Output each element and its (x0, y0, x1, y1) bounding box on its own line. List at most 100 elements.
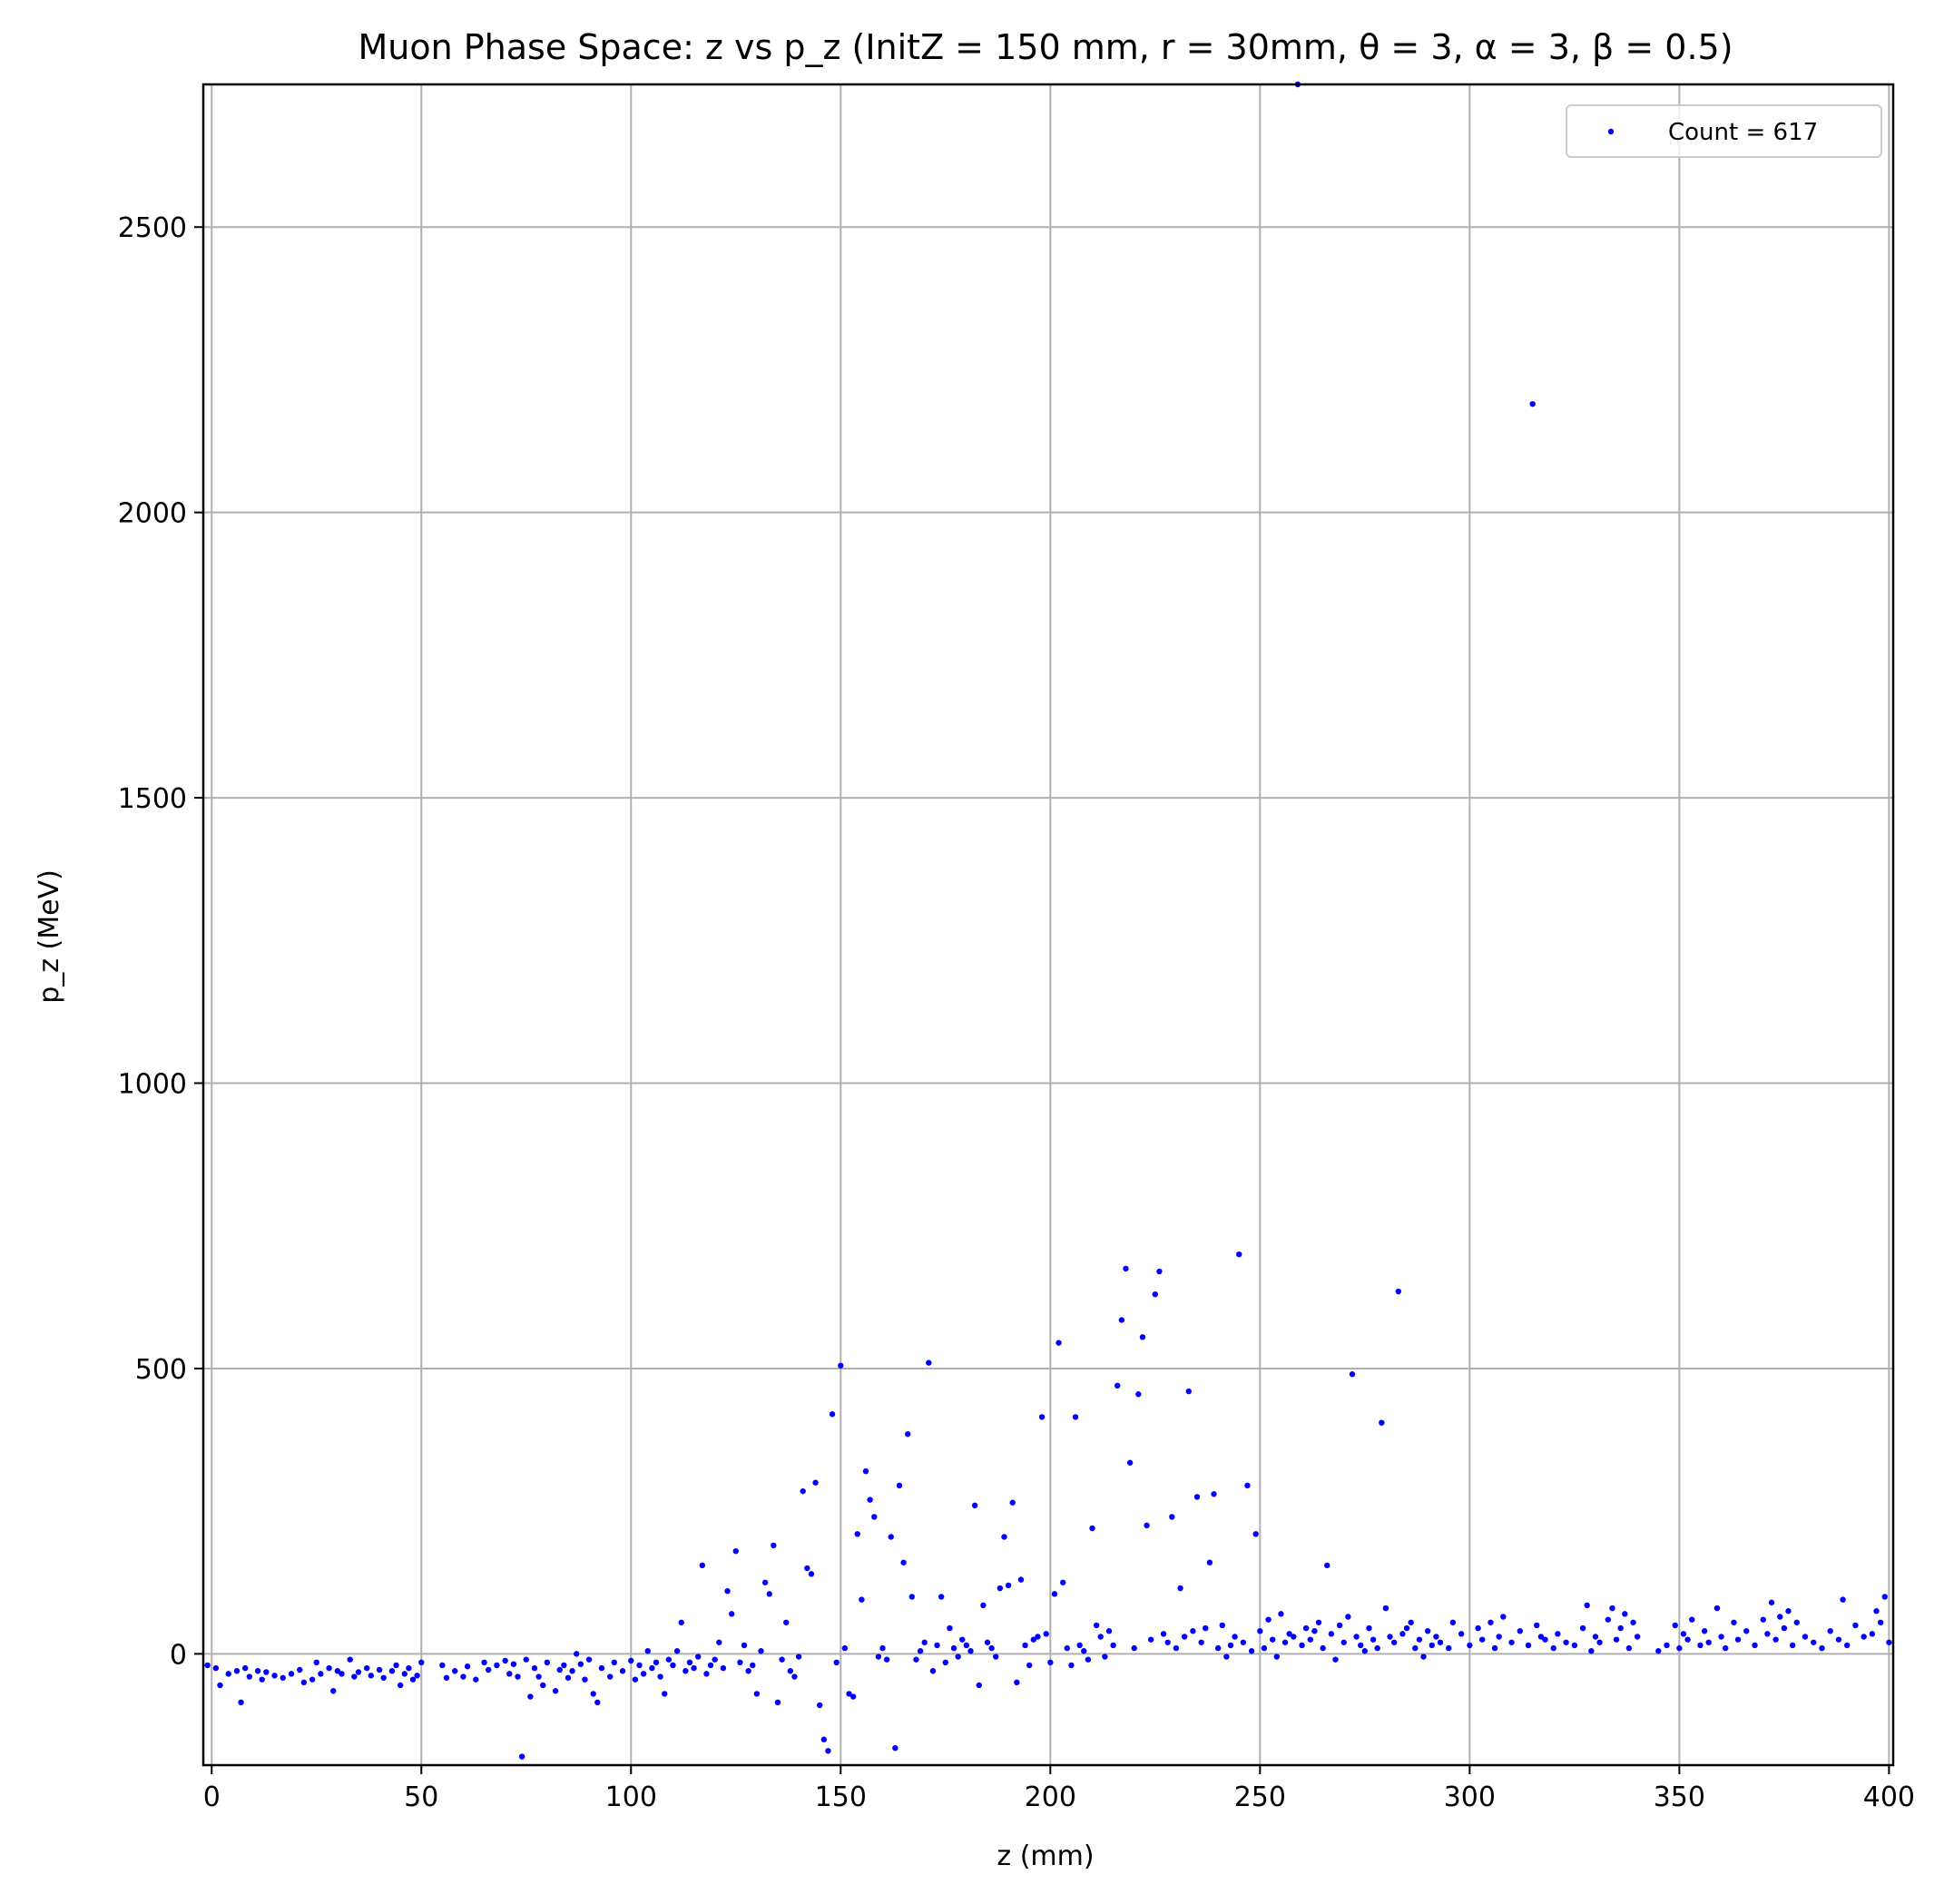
scatter-point (670, 1662, 676, 1669)
scatter-point (1861, 1634, 1867, 1640)
scatter-point (955, 1654, 961, 1660)
scatter-point (1529, 400, 1536, 407)
scatter-point (1555, 1631, 1561, 1637)
scatter-point (1190, 1628, 1196, 1634)
scatter-point (1731, 1619, 1737, 1625)
scatter-point (1273, 1654, 1281, 1660)
scatter-point (515, 1673, 521, 1680)
scatter-point (636, 1662, 643, 1669)
scatter-point (1382, 1605, 1389, 1612)
scatter-point (737, 1659, 743, 1666)
scatter-point (1467, 1642, 1473, 1649)
scatter-point (1093, 1622, 1100, 1629)
scatter-point (397, 1682, 404, 1689)
scatter-point (888, 1534, 894, 1540)
scatter-point (1017, 1576, 1025, 1583)
scatter-point (1525, 1642, 1532, 1649)
scatter-point (1592, 1634, 1599, 1640)
scatter-point (1022, 1642, 1028, 1649)
scatter-point (334, 1668, 341, 1674)
y-tick-label: 0 (170, 1639, 187, 1671)
scatter-point (1169, 1514, 1175, 1520)
scatter-point (300, 1679, 308, 1686)
scatter-point (750, 1662, 756, 1669)
scatter-point (1827, 1628, 1833, 1634)
x-tick-label: 200 (1025, 1781, 1076, 1813)
x-tick-label: 400 (1863, 1781, 1915, 1813)
scatter-point (900, 1559, 907, 1565)
scatter-point (921, 1639, 928, 1645)
scatter-point (934, 1642, 940, 1649)
scatter-point (716, 1639, 722, 1645)
scatter-point (913, 1656, 919, 1663)
scatter-point (297, 1666, 303, 1673)
scatter-point (1571, 1642, 1578, 1649)
scatter-point (1634, 1634, 1641, 1640)
scatter-point (1672, 1622, 1678, 1629)
scatter-point (1269, 1636, 1276, 1643)
scatter-point (1449, 1619, 1457, 1625)
scatter-point (506, 1671, 513, 1677)
scatter-point (582, 1676, 588, 1683)
scatter-point (393, 1662, 399, 1669)
scatter-point (259, 1676, 265, 1683)
scatter-point (1496, 1634, 1502, 1640)
scatter-point (905, 1431, 911, 1438)
scatter-point (1056, 1340, 1062, 1346)
scatter-point (628, 1657, 634, 1664)
scatter-point (1043, 1631, 1049, 1637)
scatter-point (1336, 1622, 1343, 1629)
scatter-point (678, 1619, 684, 1625)
scatter-point (1085, 1656, 1092, 1663)
scatter-point (380, 1674, 387, 1681)
scatter-point (820, 1736, 828, 1742)
scatter-point (1873, 1608, 1880, 1614)
scatter-point (1534, 1622, 1540, 1629)
x-tick-label: 300 (1444, 1781, 1496, 1813)
scatter-point (1705, 1639, 1712, 1645)
scatter-point (1358, 1642, 1364, 1649)
scatter-point (892, 1744, 898, 1752)
scatter-point (732, 1547, 739, 1555)
scatter-point (1764, 1631, 1771, 1637)
scatter-point (1743, 1628, 1750, 1634)
scatter-point (535, 1673, 542, 1680)
scatter-point (1185, 1388, 1192, 1395)
scatter-point (1697, 1642, 1704, 1649)
scatter-point (485, 1666, 492, 1673)
scatter-point (1193, 1494, 1201, 1500)
scatter-point (527, 1693, 534, 1700)
scatter-point (745, 1668, 751, 1674)
scatter-point (619, 1668, 626, 1674)
scatter-point (691, 1664, 697, 1672)
scatter-point (1584, 1602, 1590, 1609)
scatter-point (1328, 1631, 1335, 1637)
scatter-point (540, 1682, 546, 1689)
scatter-point (929, 1668, 937, 1674)
scatter-point (1713, 1605, 1721, 1612)
scatter-point (1412, 1644, 1419, 1652)
scatter-point (1877, 1619, 1884, 1625)
scatter-point (1835, 1636, 1842, 1643)
scatter-point (875, 1654, 882, 1660)
scatter-point (682, 1668, 689, 1674)
scatter-point (871, 1514, 878, 1520)
legend-marker (1607, 128, 1615, 135)
scatter-point (791, 1673, 798, 1680)
scatter-point (1843, 1642, 1851, 1649)
scatter-point (967, 1648, 974, 1654)
scatter-point (414, 1673, 420, 1679)
scatter-point (707, 1662, 714, 1669)
scatter-point (1203, 1624, 1209, 1632)
x-tick-label: 0 (203, 1781, 221, 1813)
scatter-point (1009, 1499, 1016, 1506)
scatter-point (1622, 1611, 1628, 1617)
scatter-point (976, 1682, 982, 1689)
scatter-point (1488, 1619, 1494, 1625)
scatter-point (1232, 1634, 1238, 1640)
scatter-point (452, 1668, 458, 1674)
scatter-point (233, 1668, 241, 1674)
scatter-point (1156, 1268, 1163, 1275)
scatter-point (993, 1654, 999, 1660)
scatter-point (1429, 1642, 1435, 1649)
